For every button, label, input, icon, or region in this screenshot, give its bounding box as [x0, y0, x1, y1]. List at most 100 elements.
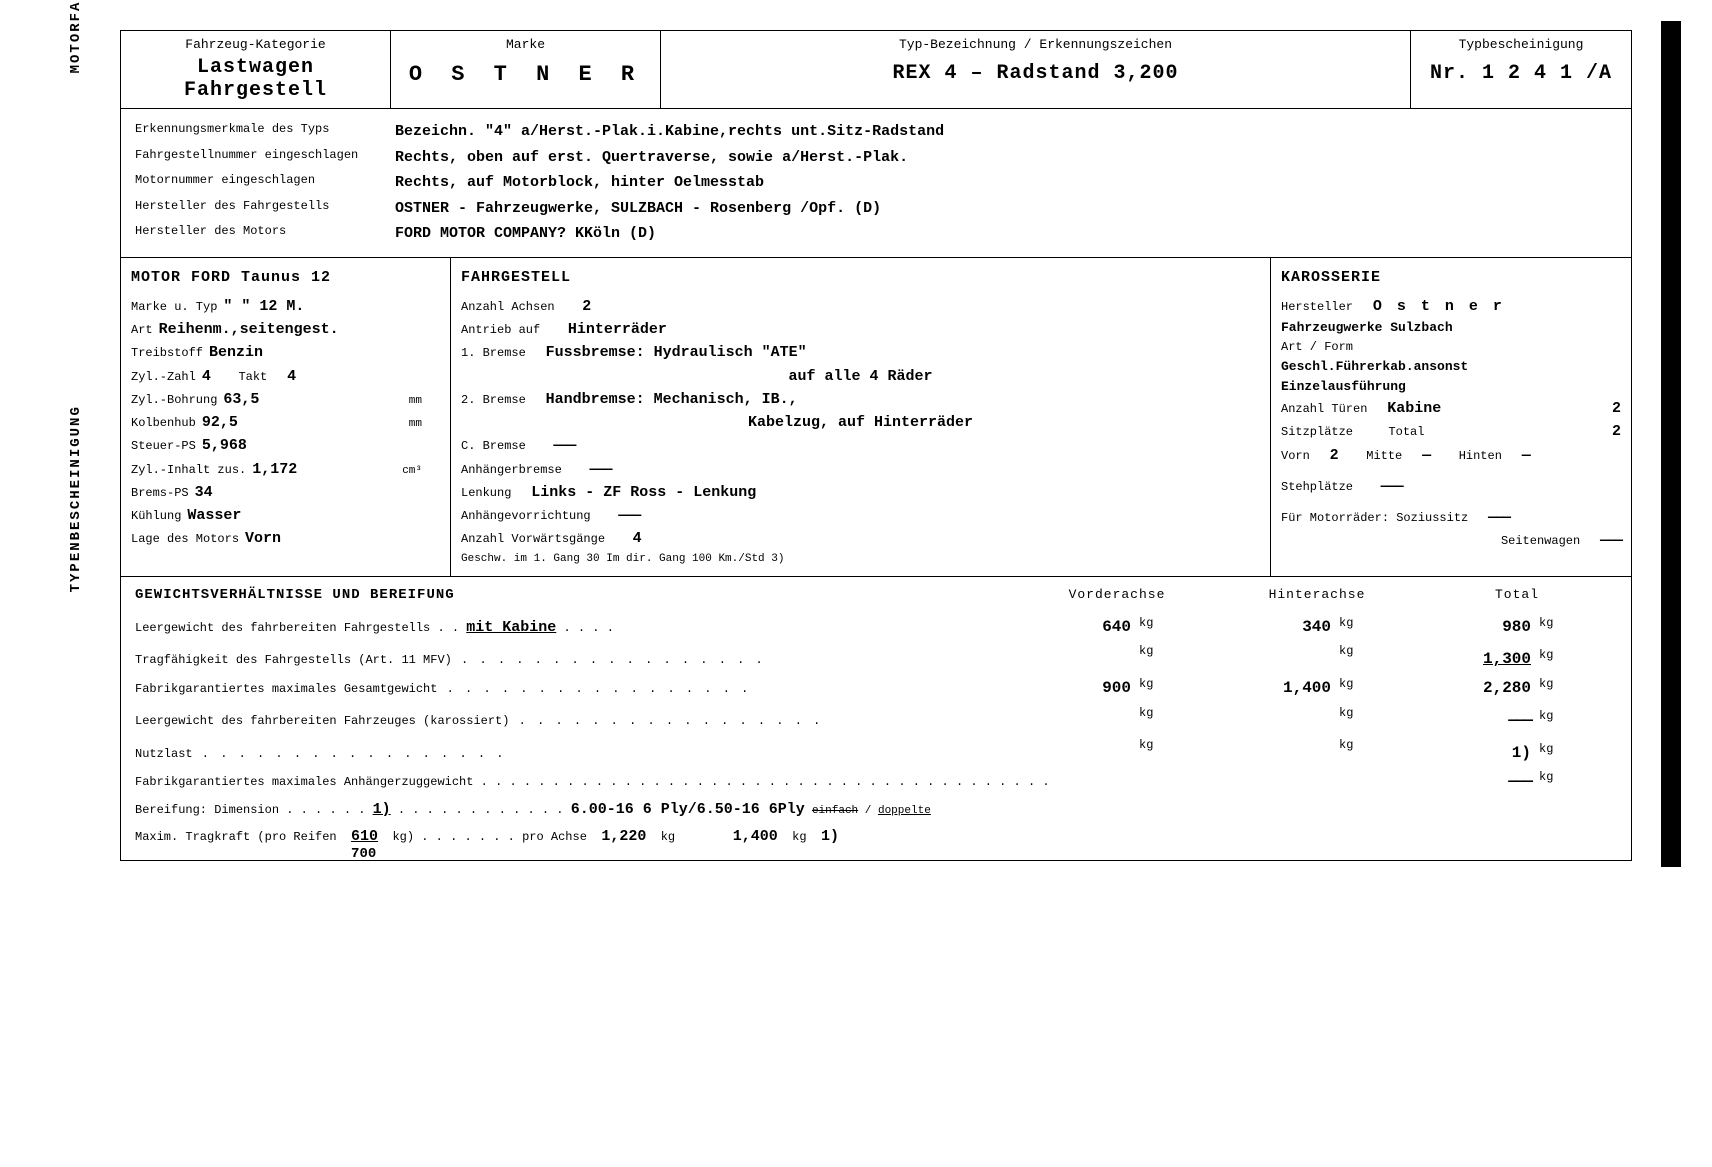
label: Hinten — [1459, 447, 1502, 466]
column-header: Vorderachse — [1017, 587, 1217, 603]
label: 1. Bremse — [461, 344, 526, 363]
unit: kg — [1339, 703, 1363, 725]
value: auf alle 4 Räder — [461, 365, 1260, 388]
fahrgestell-column: FAHRGESTELL Anzahl Achsen 2 Antrieb auf … — [451, 258, 1271, 576]
unit: kg — [1339, 613, 1363, 642]
label: Mitte — [1366, 447, 1402, 466]
value: Vorn — [245, 527, 281, 550]
value: Kabelzug, auf Hinterräder — [461, 411, 1260, 434]
value: Hinterräder — [568, 318, 667, 341]
unit: kg — [1539, 674, 1563, 703]
label: Steuer-PS — [131, 437, 196, 456]
value: 1,300 — [1471, 645, 1531, 674]
value: 900 — [1071, 674, 1131, 703]
value: ——— — [1471, 767, 1531, 796]
label: Marke u. Typ — [131, 298, 217, 317]
value: Bezeichn. "4" a/Herst.-Plak.i.Kabine,rec… — [395, 119, 1617, 145]
label: C. Bremse — [461, 437, 526, 456]
value: 34 — [195, 481, 213, 504]
label: Hersteller des Fahrgestells — [135, 196, 395, 222]
label: Tragfähigkeit des Fahrgestells (Art. 11 … — [135, 650, 1017, 672]
unit: mm — [409, 393, 440, 410]
value: 980 — [1471, 613, 1531, 642]
vertical-label-1: TYPENBESCHEINIGUNG — [68, 405, 84, 592]
heading: GEWICHTSVERHÄLTNISSE UND BEREIFUNG — [135, 587, 1017, 603]
note: mit Kabine — [466, 619, 556, 636]
label: Bereifung: Dimension — [135, 803, 279, 817]
unit: kg — [1539, 739, 1563, 768]
vertical-label-2: MOTORFAHRZEUG-TYPENPRÜFUNGS-KOMMISSION — [68, 0, 84, 74]
label: Erkennungsmerkmale des Typs — [135, 119, 395, 145]
column-header: Total — [1417, 587, 1617, 603]
value: 1,400 — [733, 828, 778, 845]
value: ——— — [589, 458, 610, 481]
value: Nr. 1 2 4 1 /A — [1421, 62, 1621, 85]
unit: kg — [1339, 641, 1363, 663]
value: Fahrzeugwerke Sulzbach — [1281, 318, 1621, 338]
label: Hersteller — [1281, 298, 1353, 317]
value: Wasser — [187, 504, 241, 527]
heading: KAROSSERIE — [1281, 266, 1621, 289]
value: 4 — [633, 527, 642, 550]
label: Leergewicht des fahrbereiten Fahrgestell… — [135, 621, 430, 635]
value: 4 — [287, 365, 296, 388]
label: Für Motorräder: Soziussitz — [1281, 509, 1468, 528]
label: Art / Form — [1281, 338, 1353, 357]
label: 2. Bremse — [461, 391, 526, 410]
value: O S T N E R — [401, 62, 650, 87]
karosserie-column: KAROSSERIE Hersteller O s t n e r Fahrze… — [1271, 258, 1631, 576]
specs-block: MOTOR FORD Taunus 12 Marke u. Typ" " 12 … — [121, 258, 1631, 577]
label: Treibstoff — [131, 344, 203, 363]
value: ——— — [618, 504, 639, 527]
label: Nutzlast — [135, 744, 1017, 766]
form-page: TYPENBESCHEINIGUNG MOTORFAHRZEUG-TYPENPR… — [120, 30, 1632, 861]
label: Lage des Motors — [131, 530, 239, 549]
value: Reihenm.,seitengest. — [159, 318, 339, 341]
unit: mm — [409, 416, 440, 433]
value: OSTNER - Fahrzeugwerke, SULZBACH - Rosen… — [395, 196, 1617, 222]
value: ——— — [553, 434, 574, 457]
label: pro Achse — [522, 830, 587, 844]
label: Typbescheinigung — [1421, 37, 1621, 52]
label: Motornummer eingeschlagen — [135, 170, 395, 196]
label: Anzahl Türen — [1281, 400, 1367, 419]
value — [1071, 641, 1131, 663]
label: Zyl.-Bohrung — [131, 391, 217, 410]
label: Kühlung — [131, 507, 181, 526]
value: 2 — [1330, 444, 1339, 467]
unit: kg — [1139, 703, 1163, 725]
value: 2 — [1612, 397, 1621, 420]
value: ——— — [1600, 529, 1621, 552]
unit: kg — [1539, 706, 1563, 735]
header-category: Fahrzeug-Kategorie Lastwagen Fahrgestell — [121, 31, 391, 108]
value: Kabine — [1387, 397, 1441, 420]
value — [1271, 703, 1331, 725]
motor-column: MOTOR FORD Taunus 12 Marke u. Typ" " 12 … — [121, 258, 451, 576]
label: Zyl.-Zahl — [131, 368, 196, 387]
label: Vorn — [1281, 447, 1310, 466]
value: Einzelausführung — [1281, 377, 1621, 397]
value: 610700 — [351, 828, 378, 845]
value: Lastwagen — [131, 56, 380, 79]
value: Rechts, auf Motorblock, hinter Oelmessta… — [395, 170, 1617, 196]
value: REX 4 – Radstand 3,200 — [671, 62, 1400, 85]
value: O s t n e r — [1373, 295, 1505, 318]
value: FORD MOTOR COMPANY? KKöln (D) — [395, 221, 1617, 247]
header-typ: Typ-Bezeichnung / Erkennungszeichen REX … — [661, 31, 1411, 108]
unit: kg — [1139, 641, 1163, 663]
unit: kg — [1539, 645, 1563, 674]
label: Lenkung — [461, 484, 511, 503]
value: 1,220 — [601, 828, 646, 845]
unit: cm³ — [402, 463, 440, 480]
value: Fussbremse: Hydraulisch "ATE" — [546, 341, 807, 364]
value: Fahrgestell — [131, 79, 380, 102]
value — [1071, 703, 1131, 725]
value — [1271, 735, 1331, 757]
value: ——— — [1488, 506, 1509, 529]
label: Zyl.-Inhalt zus. — [131, 461, 246, 480]
label: Leergewicht des fahrbereiten Fahrzeuges … — [135, 711, 1017, 733]
header-bescheinigung: Typbescheinigung Nr. 1 2 4 1 /A — [1411, 31, 1631, 108]
note: 1) — [373, 801, 391, 818]
value: — — [1422, 444, 1431, 467]
value: Benzin — [209, 341, 263, 364]
